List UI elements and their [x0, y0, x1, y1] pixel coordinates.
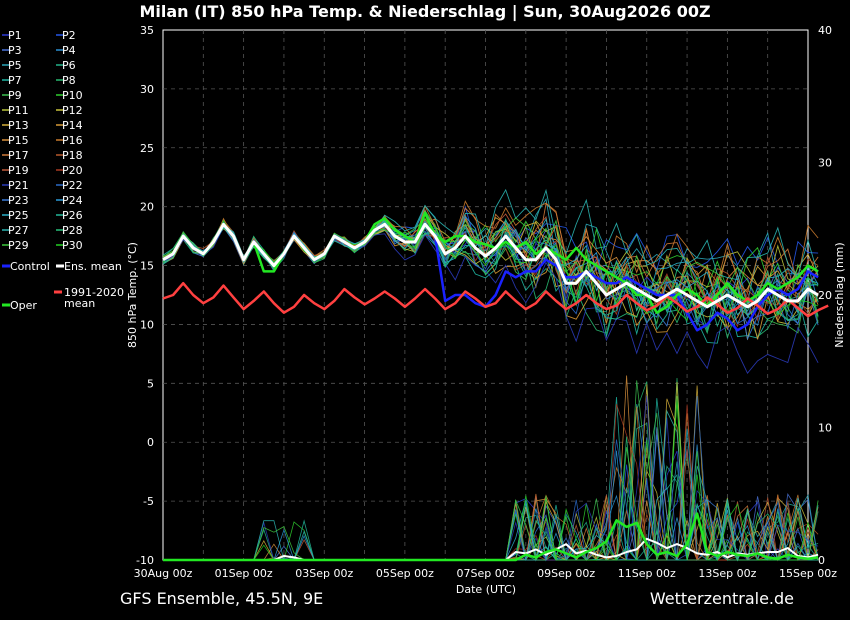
- legend-label: P14: [62, 119, 83, 132]
- y-tick-label-left: 20: [140, 201, 154, 214]
- y-tick-label-left: -10: [136, 554, 154, 567]
- legend-label: P11: [8, 104, 29, 117]
- x-tick-label: 13Sep 00z: [698, 567, 756, 580]
- x-tick-label: 03Sep 00z: [295, 567, 353, 580]
- legend-label: P20: [62, 164, 83, 177]
- y-tick-label-left: 35: [140, 24, 154, 37]
- chart-title: Milan (IT) 850 hPa Temp. & Niederschlag …: [139, 2, 710, 22]
- y-tick-label-left: 10: [140, 318, 154, 331]
- member-line-p27: [162, 188, 819, 281]
- member-line-p30: [162, 219, 819, 322]
- legend-label: Ens. mean: [64, 260, 122, 273]
- member-lines: [162, 188, 819, 375]
- legend-label: P10: [62, 89, 83, 102]
- legend-label: Control: [10, 260, 50, 273]
- x-ticks: 30Aug 00z 01Sep 00z 03Sep 00z 05Sep 00z 07Se…: [134, 567, 838, 580]
- legend-label: P9: [8, 89, 22, 102]
- y-tick-label-left: 0: [147, 436, 154, 449]
- series-line-ens-mean: [162, 222, 819, 309]
- legend-label: P3: [8, 44, 22, 57]
- legend-label: P18: [62, 149, 83, 162]
- legend-label: P12: [62, 104, 83, 117]
- legend-label: P4: [62, 44, 76, 57]
- legend-label: P19: [8, 164, 29, 177]
- y-ticks-right: 0 10 20 30 40: [818, 24, 832, 567]
- x-axis-label: Date (UTC): [456, 583, 516, 596]
- legend-label: P27: [8, 224, 29, 237]
- series-line-1991-2020-mean: [162, 281, 829, 318]
- legend-label: P7: [8, 74, 22, 87]
- y-tick-label-right: 10: [818, 422, 832, 435]
- legend: P1 P2 P3 P4 P5 P6 P7 P8 P9 P10 P11 P12 P13 P14 P15 P16 P…: [2, 29, 124, 312]
- legend-label: P8: [62, 74, 76, 87]
- legend-label: P26: [62, 209, 83, 222]
- y-tick-label-left: -5: [143, 495, 154, 508]
- y-axis-left-label: 850 hPa Temp. (°C): [126, 242, 139, 348]
- legend-label: P29: [8, 239, 29, 252]
- member-precip-p14: [163, 428, 819, 561]
- legend-label: P16: [62, 134, 83, 147]
- y-tick-label-left: 25: [140, 142, 154, 155]
- legend-label: P28: [62, 224, 83, 237]
- x-tick-label: 05Sep 00z: [376, 567, 434, 580]
- x-tick-label: 01Sep 00z: [215, 567, 273, 580]
- y-axis-right-label: Niederschlag (mm): [833, 242, 846, 347]
- main-series: [162, 211, 829, 562]
- legend-label: P5: [8, 59, 22, 72]
- legend-label: P21: [8, 179, 29, 192]
- legend-label: Oper: [10, 299, 37, 312]
- legend-label: mean: [64, 297, 95, 310]
- y-tick-label-right: 0: [818, 554, 825, 567]
- legend-label: P15: [8, 134, 29, 147]
- legend-label: 1991-2020: [64, 286, 124, 299]
- member-precip-p29: [163, 395, 819, 561]
- legend-label: P2: [62, 29, 76, 42]
- legend-label: P30: [62, 239, 83, 252]
- member-precip-p25: [163, 428, 819, 562]
- legend-label: P25: [8, 209, 29, 222]
- footer-left: GFS Ensemble, 45.5N, 9E: [120, 589, 323, 608]
- legend-label: P22: [62, 179, 83, 192]
- precip-lines: [163, 375, 819, 562]
- legend-label: P17: [8, 149, 29, 162]
- legend-label: P13: [8, 119, 29, 132]
- y-tick-label-left: 30: [140, 83, 154, 96]
- y-tick-label-right: 20: [818, 289, 832, 302]
- legend-label: P6: [62, 59, 76, 72]
- y-tick-label-right: 40: [818, 24, 832, 37]
- y-tick-label-right: 30: [818, 157, 832, 170]
- x-tick-label: 11Sep 00z: [618, 567, 676, 580]
- footer-right: Wetterzentrale.de: [650, 589, 794, 608]
- member-precip-p28: [163, 436, 819, 561]
- x-tick-label: 09Sep 00z: [537, 567, 595, 580]
- precip-line-oper: [163, 512, 819, 562]
- x-tick-label: 15Sep 00z: [779, 567, 837, 580]
- x-tick-label: 30Aug 00z: [134, 567, 193, 580]
- y-tick-label-left: 15: [140, 260, 154, 273]
- y-tick-label-left: 5: [147, 377, 154, 390]
- legend-label: P23: [8, 194, 29, 207]
- legend-label: P24: [62, 194, 83, 207]
- x-tick-label: 07Sep 00z: [457, 567, 515, 580]
- legend-label: P1: [8, 29, 22, 42]
- y-ticks-left: -10 -5 0 5 10 15 20 25 30 35: [136, 24, 154, 567]
